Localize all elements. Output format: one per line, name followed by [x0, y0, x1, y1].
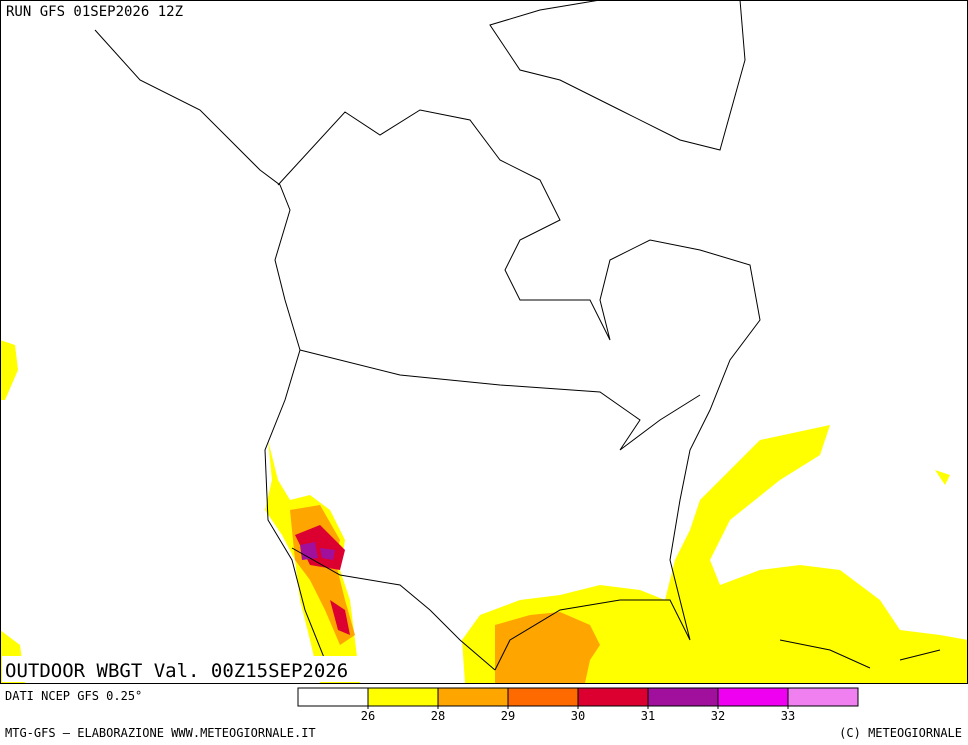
legend-tick-label: 28 [431, 709, 445, 723]
footer-left: MTG-GFS — ELABORAZIONE WWW.METEOGIORNALE… [5, 726, 316, 740]
legend-swatch [787, 687, 859, 707]
footer-right: (C) METEOGIORNALE [839, 726, 962, 740]
border [291, 547, 496, 671]
legend-tick-label: 31 [641, 709, 655, 723]
coastline [489, 0, 746, 151]
legend-swatch [647, 687, 719, 707]
legend-swatch [507, 687, 579, 707]
legend-swatch [437, 687, 509, 707]
legend-swatch [297, 687, 369, 707]
wbgt-area-32 [300, 542, 335, 560]
map-title: OUTDOOR WBGT Val. 00Z15SEP2026 [5, 660, 348, 682]
coastline [277, 109, 761, 671]
map [0, 0, 968, 684]
color-legend: 26 28 29 30 31 32 33 [297, 687, 859, 723]
legend-tick-label: 30 [571, 709, 585, 723]
coastline [94, 29, 326, 661]
legend-tick-label: 29 [501, 709, 515, 723]
coastline [779, 639, 941, 669]
legend-tick-label: 26 [361, 709, 375, 723]
source-label: DATI NCEP GFS 0.25° [5, 689, 142, 703]
border [299, 349, 701, 451]
legend-tick-label: 33 [781, 709, 795, 723]
legend-tick-label: 32 [711, 709, 725, 723]
wbgt-area-29 [495, 612, 600, 683]
title-box [2, 656, 387, 682]
legend-swatch [577, 687, 649, 707]
legend-swatch [367, 687, 439, 707]
wbgt-area-28 [462, 425, 968, 683]
run-label: RUN GFS 01SEP2026 12Z [6, 4, 183, 20]
legend-swatch [717, 687, 789, 707]
